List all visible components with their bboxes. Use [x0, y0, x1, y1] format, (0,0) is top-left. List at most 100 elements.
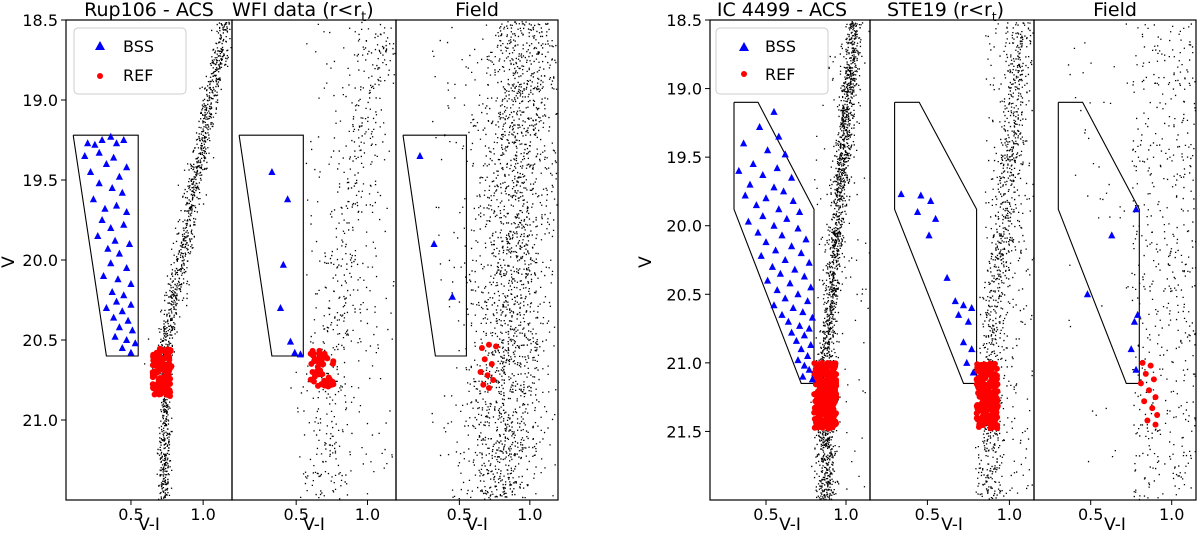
bss-star: [291, 348, 299, 356]
panel-title: Field: [1093, 0, 1137, 21]
ref-star: [816, 407, 823, 414]
ref-star: [1142, 370, 1149, 377]
rup106-panel-1: 0.5 1.0 Rup106 - ACS V-I BSS REF: [65, 0, 233, 535]
bss-star: [123, 264, 131, 271]
bss-star: [781, 294, 789, 302]
bss-star: [800, 331, 808, 339]
ref-star: [983, 410, 990, 417]
ref-star: [976, 421, 983, 428]
ref-star: [166, 389, 173, 396]
bss-star: [98, 216, 106, 223]
bss-star: [752, 201, 760, 209]
bss-star: [111, 236, 119, 244]
bss-star: [783, 214, 791, 222]
x-tick-label: 1.0: [355, 505, 380, 524]
ref-star: [820, 421, 827, 428]
x-tick-label: 0.5: [753, 505, 778, 524]
bss-star: [770, 221, 778, 229]
field-stars: [431, 21, 558, 500]
x-tick-label: 0.5: [283, 505, 308, 524]
panel-frame: [1033, 19, 1197, 501]
bss-star: [127, 348, 135, 356]
legend-bss-label: BSS: [765, 37, 796, 56]
ref-star: [830, 377, 837, 384]
ref-star: [1137, 380, 1144, 387]
bss-star: [1134, 310, 1142, 318]
bss-star: [118, 307, 126, 315]
ref-star: [814, 393, 821, 400]
bss-star: [1127, 345, 1135, 353]
bss-star: [776, 269, 784, 277]
ref-star: [978, 361, 985, 368]
ref-star: [987, 365, 994, 372]
ref-star: [979, 399, 986, 406]
bss-star: [94, 232, 102, 239]
ref-star: [814, 366, 820, 373]
y-tick-label: 19.0: [666, 80, 702, 99]
y-tick-label: 20.5: [22, 331, 58, 350]
bss-star: [128, 326, 136, 334]
bss-star: [799, 372, 807, 380]
y-tick-label: 21.0: [22, 411, 58, 430]
bss-star: [789, 304, 797, 311]
legend-bss-marker: [95, 41, 105, 50]
bss-star: [775, 132, 783, 140]
y-tick-label: 20.0: [666, 217, 702, 236]
bss-star: [794, 290, 802, 298]
bss-star: [81, 152, 89, 159]
ref-star: [811, 409, 818, 416]
bss-star: [112, 139, 121, 147]
bss-star: [95, 148, 103, 156]
selection-box: [72, 134, 139, 357]
bss-star: [735, 166, 743, 174]
ref-star: [478, 345, 485, 351]
bss-star: [808, 313, 816, 321]
ref-star: [829, 388, 836, 395]
ref-star: [318, 357, 325, 364]
bss-star: [107, 224, 115, 231]
ic4499-panel-1: 0.5 1.0 IC 4499 - ACS V-I BSS REF: [709, 0, 871, 535]
x-tick-label: 0.5: [915, 505, 940, 524]
bss-star: [805, 324, 813, 332]
bss-star: [804, 352, 812, 359]
ref-star: [989, 396, 996, 403]
ref-star: [994, 402, 1001, 409]
ref-star: [477, 369, 484, 375]
ref-star: [824, 375, 831, 382]
ref-star: [313, 368, 320, 375]
bss-star: [808, 375, 816, 383]
bss-star: [768, 262, 776, 270]
bss-star: [268, 168, 276, 175]
selection-box: [1057, 101, 1140, 384]
bss-star: [963, 358, 971, 366]
panel-title: STE19 (r<rt): [887, 0, 1004, 24]
bss-star: [807, 341, 815, 349]
ref-star: [156, 345, 163, 352]
ref-star: [1146, 387, 1153, 394]
bss-star: [805, 365, 813, 373]
ref-star: [994, 425, 1001, 432]
bss-star: [1130, 317, 1139, 325]
panel-title: Field: [455, 0, 499, 21]
bss-star: [784, 317, 792, 325]
bss-star: [797, 249, 805, 257]
bss-star: [897, 190, 905, 198]
panel-title: Rup106 - ACS: [84, 0, 214, 21]
ref-star: [151, 383, 158, 390]
bss-star: [416, 152, 424, 159]
bss-star: [110, 313, 118, 321]
bss-star: [786, 279, 794, 287]
ref-star: [307, 376, 314, 383]
bss-star: [773, 286, 781, 294]
ref-star: [158, 357, 165, 364]
x-tick-label: 0.5: [447, 505, 472, 524]
ref-star: [989, 378, 996, 385]
legend-ref-label: REF: [123, 66, 153, 85]
bss-star: [102, 160, 111, 167]
bss-star: [762, 238, 770, 246]
bss-star: [800, 361, 808, 369]
ref-star: [829, 412, 836, 419]
bss-star: [794, 224, 802, 232]
ref-star: [828, 398, 835, 405]
ref-star: [166, 354, 173, 361]
